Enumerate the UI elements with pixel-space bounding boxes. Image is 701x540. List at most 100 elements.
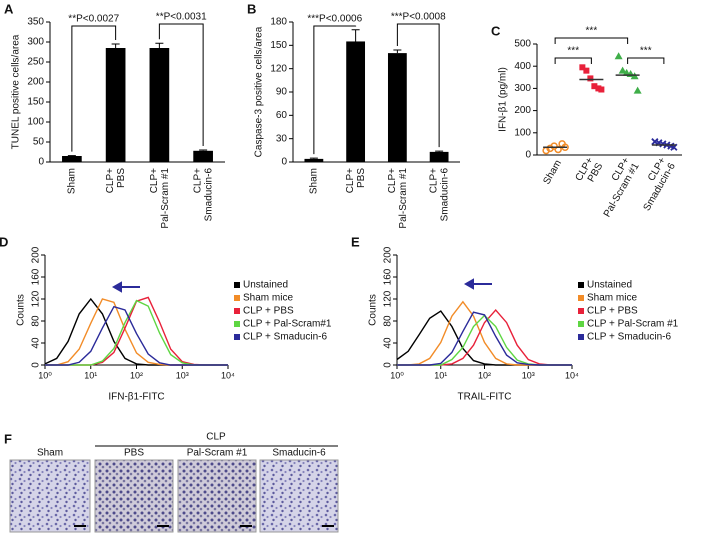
image-label: PBS <box>124 448 144 459</box>
y-tick-label: 90 <box>276 87 288 98</box>
significance-bracket <box>627 57 665 64</box>
label-line: PBS <box>356 168 367 188</box>
histogram-line <box>397 311 572 366</box>
significance-bracket <box>158 23 204 146</box>
point <box>633 86 642 94</box>
y-tick-label: 200 <box>383 246 394 263</box>
x-tick-label: Sham <box>67 168 78 194</box>
x-tick-label: 10⁰ <box>38 370 52 380</box>
panel-letter: C <box>491 23 501 38</box>
y-tick-label: 100 <box>27 117 44 128</box>
y-axis-title: Caspase-3 positive cells/area <box>254 26 265 157</box>
label-line: CLP+ <box>387 168 398 193</box>
y-tick-label: 80 <box>31 315 42 327</box>
bar <box>62 156 82 162</box>
legend-swatch <box>578 282 584 288</box>
x-tick-label: CLP+PBS <box>105 168 127 194</box>
panel-letter: D <box>0 234 8 249</box>
x-tick-label: 10⁴ <box>565 370 579 380</box>
histogram-line <box>397 308 572 366</box>
legend-swatch <box>234 295 240 301</box>
x-tick-label: CLP+PBS <box>573 155 605 188</box>
label-line: Smaducin-6 <box>203 168 214 222</box>
x-tick-label: CLP+Smaducin-6 <box>428 168 450 222</box>
error-bar <box>199 149 208 151</box>
error-bar <box>435 150 444 152</box>
image-label: Sham <box>37 448 63 459</box>
y-axis-title: IFN-β1 (pg/ml) <box>498 67 509 132</box>
y-tick-label: 200 <box>514 105 531 116</box>
legend-swatch <box>578 295 584 301</box>
y-tick-label: 150 <box>270 40 287 51</box>
micrograph <box>259 459 339 533</box>
group-label: CLP <box>206 432 226 443</box>
histogram-line <box>396 310 572 366</box>
x-tick-label: Sham <box>309 168 320 194</box>
y-tick-label: 0 <box>38 157 44 168</box>
image-label: Smaducin-6 <box>272 448 326 459</box>
x-tick-label: CLP+PBS <box>345 168 367 194</box>
error-bar <box>155 42 164 48</box>
point <box>579 64 586 71</box>
significance-bracket <box>71 25 117 152</box>
x-tick-label: 10² <box>478 370 491 380</box>
x-tick-label: CLP+Smaducin-6 <box>192 168 214 222</box>
y-tick-label: 30 <box>276 133 288 144</box>
bar <box>193 150 213 162</box>
significance-label: *** <box>586 26 598 37</box>
micrograph <box>177 459 257 533</box>
legend-label: CLP + PBS <box>243 306 294 317</box>
y-axis-title: Counts <box>368 294 379 326</box>
bar <box>304 158 324 162</box>
y-tick-label: 100 <box>514 127 531 138</box>
label-line: CLP+ <box>345 168 356 193</box>
bar <box>387 53 407 162</box>
significance-bracket <box>396 23 440 148</box>
y-tick-label: 50 <box>33 137 45 148</box>
bar <box>346 41 366 162</box>
label-line: PBS <box>116 168 127 188</box>
x-axis-title: IFN-β1-FITC <box>108 392 164 403</box>
x-tick-label: CLP+Pal-Scram #1 <box>149 168 171 229</box>
significance-label: **P<0.0031 <box>156 12 207 23</box>
error-bar <box>351 29 360 42</box>
micrograph <box>9 459 91 533</box>
y-tick-label: 0 <box>383 362 394 368</box>
significance-label: **P<0.0027 <box>68 14 119 25</box>
y-tick-label: 0 <box>31 362 42 368</box>
panel-letter: A <box>4 1 14 16</box>
bar <box>429 151 449 162</box>
significance-label: *** <box>567 46 579 57</box>
y-tick-label: 250 <box>27 57 44 68</box>
y-tick-label: 200 <box>27 77 44 88</box>
y-tick-label: 150 <box>27 97 44 108</box>
x-tick-label: 10⁰ <box>390 370 404 380</box>
shift-arrow <box>111 281 140 293</box>
legend-swatch <box>234 334 240 340</box>
point <box>587 75 594 82</box>
point <box>618 66 627 74</box>
label-line: Pal-Scram #1 <box>398 168 409 229</box>
bar <box>149 48 170 162</box>
label-line: CLP+ <box>149 168 160 193</box>
legend-swatch <box>578 334 584 340</box>
y-tick-label: 350 <box>27 17 44 28</box>
y-tick-label: 200 <box>31 246 42 263</box>
y-tick-label: 120 <box>31 290 42 307</box>
y-tick-label: 80 <box>383 315 394 327</box>
y-tick-label: 400 <box>514 61 531 72</box>
legend-swatch <box>234 282 240 288</box>
y-tick-label: 40 <box>31 337 42 349</box>
legend-swatch <box>234 321 240 327</box>
x-tick-label: Sham <box>541 158 564 186</box>
label-line: CLP+ <box>192 168 203 193</box>
y-tick-label: 60 <box>276 110 288 121</box>
label-line: CLP+ <box>105 168 116 193</box>
x-tick-label: 10³ <box>522 370 535 380</box>
legend-label: Unstained <box>243 280 288 291</box>
x-tick-label: 10³ <box>176 370 189 380</box>
legend-swatch <box>578 321 584 327</box>
legend-label: CLP + Pal-Scram#1 <box>243 319 332 330</box>
